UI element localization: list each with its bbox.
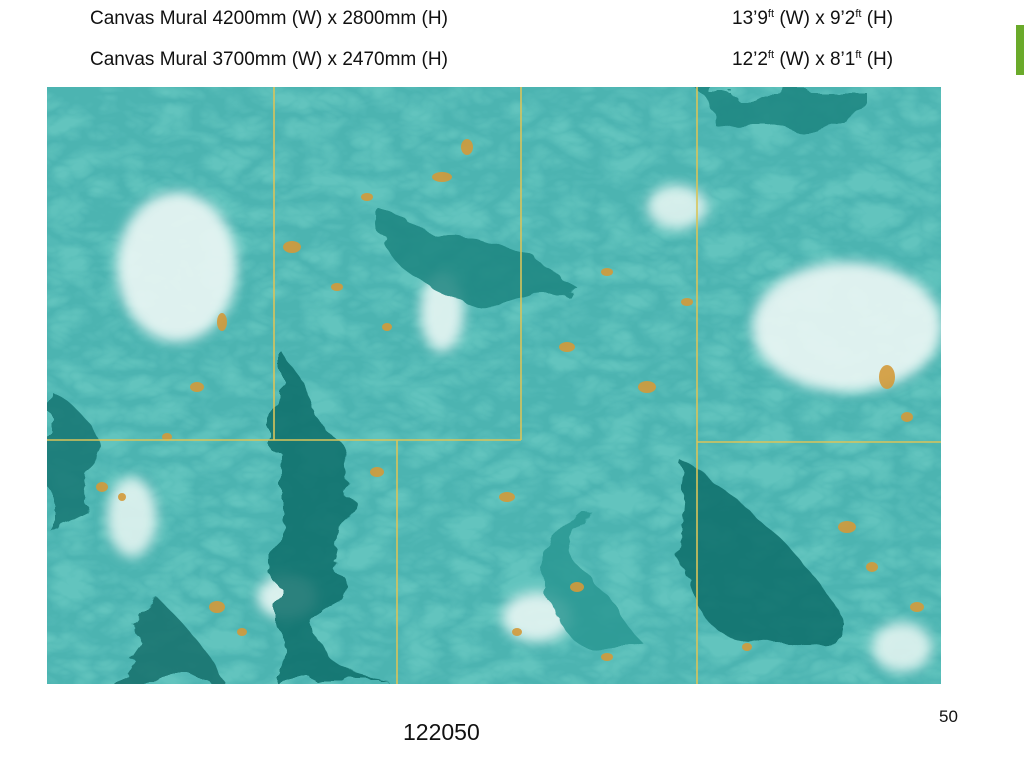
spec-metric-small: Canvas Mural 3700mm (W) x 2470mm (H) [90,49,448,70]
accent-bar [1016,25,1024,75]
spec-metric-large: Canvas Mural 4200mm (W) x 2800mm (H) [90,8,448,29]
product-code: 122050 [403,719,480,745]
mural-preview-image [47,87,941,684]
spec-imperial-large: 13’9ft (W) x 9’2ft (H) [732,8,894,29]
page-number: 50 [939,707,958,726]
spec-imperial-small: 12’2ft (W) x 8’1ft (H) [732,49,894,70]
